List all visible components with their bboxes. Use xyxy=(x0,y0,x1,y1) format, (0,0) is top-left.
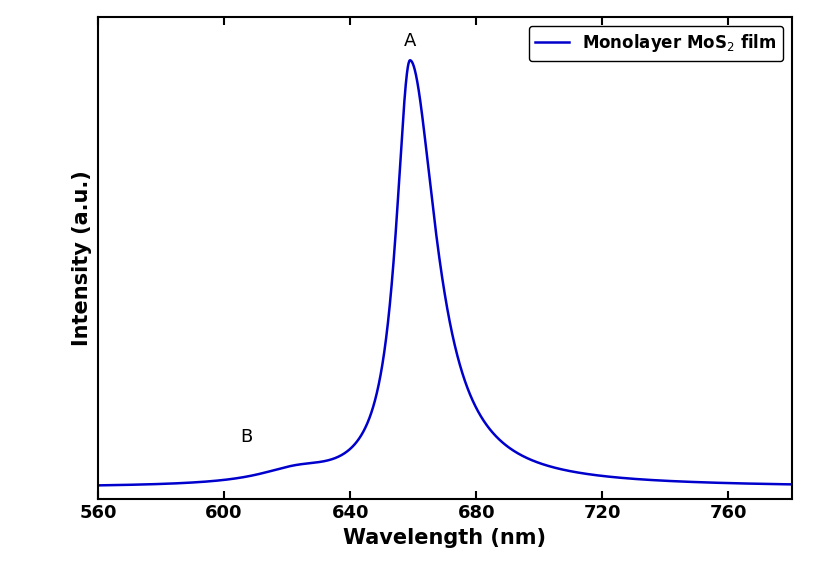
Y-axis label: Intensity (a.u.): Intensity (a.u.) xyxy=(73,170,92,346)
Text: A: A xyxy=(404,32,416,49)
Legend: Monolayer MoS$_2$ film: Monolayer MoS$_2$ film xyxy=(529,26,783,61)
X-axis label: Wavelength (nm): Wavelength (nm) xyxy=(344,528,546,548)
Text: B: B xyxy=(240,428,252,445)
